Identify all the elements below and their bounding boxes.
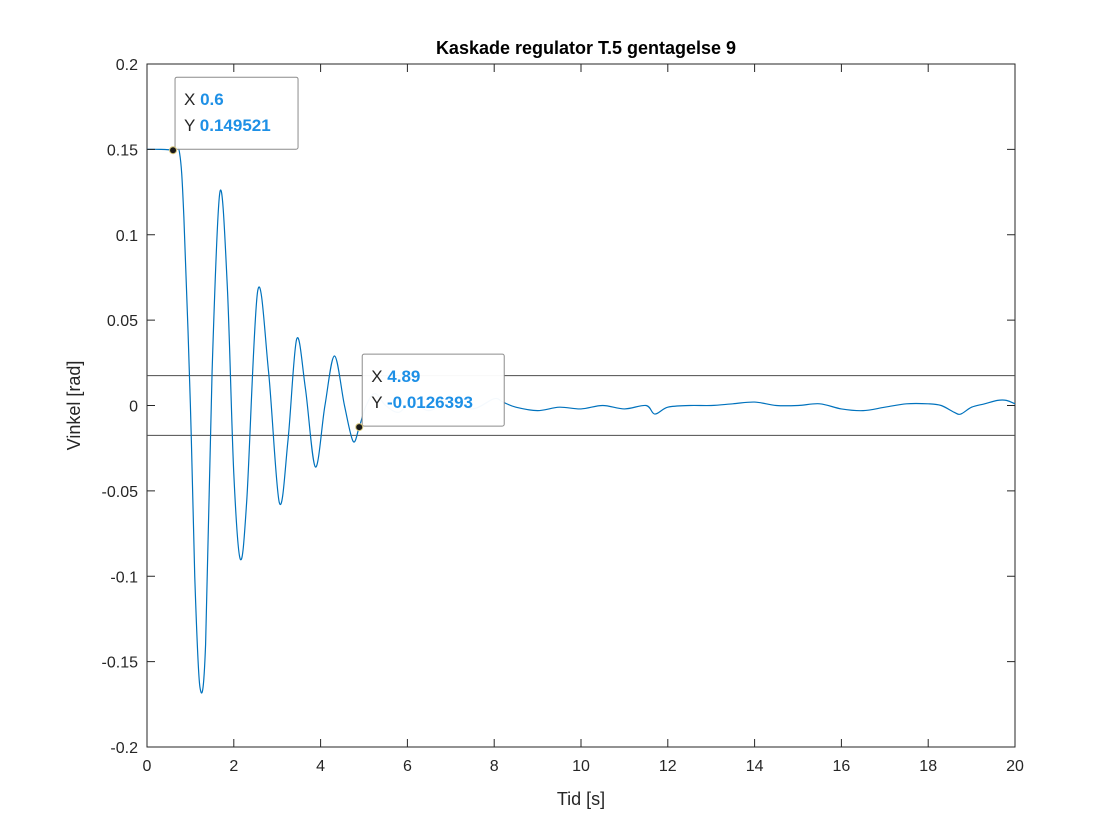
- datatip-y-row: Y -0.0126393: [371, 393, 473, 412]
- y-tick-label: 0: [129, 399, 138, 416]
- datatip-y-value: 0.149521: [200, 116, 271, 135]
- x-tick-label: 6: [403, 758, 412, 775]
- y-tick-label: 0.15: [107, 142, 138, 159]
- x-tick-label: 10: [572, 758, 590, 775]
- reference-lines: [147, 375, 1015, 436]
- y-tick-label: -0.2: [110, 740, 138, 757]
- x-tick-label: 4: [316, 758, 325, 775]
- datatip-x-value: 0.6: [200, 90, 224, 109]
- x-tick-label: 2: [229, 758, 238, 775]
- x-tick-label: 18: [919, 758, 937, 775]
- y-tick-label: -0.15: [102, 655, 139, 672]
- y-tick-label: 0.2: [116, 57, 138, 74]
- datatip-y-value: -0.0126393: [387, 393, 473, 412]
- datatip-x-key: X: [184, 90, 200, 109]
- datatip-2[interactable]: X 4.89Y -0.0126393: [355, 353, 505, 432]
- x-tick-label: 14: [746, 758, 764, 775]
- y-tick-label: 0.1: [116, 228, 138, 245]
- datatip-marker[interactable]: [355, 423, 364, 432]
- x-axis-label: Tid [s]: [557, 789, 605, 809]
- datatip-x-value: 4.89: [387, 367, 420, 386]
- y-axis-ticks: -0.2 -0.15 -0.1 -0.05 0 0.05 0.1 0.15 0.2: [102, 57, 1015, 757]
- y-tick-label: -0.1: [110, 569, 138, 586]
- x-tick-label: 8: [490, 758, 499, 775]
- datatip-y-key: Y: [371, 393, 387, 412]
- y-axis-label: Vinkel [rad]: [64, 361, 84, 451]
- datatip-x-row: X 4.89: [371, 367, 420, 386]
- datatip-y-row: Y 0.149521: [184, 116, 271, 135]
- x-axis-ticks: 0 2 4 6 8 10 12 14 16 18 20: [143, 64, 1024, 775]
- datatip-1[interactable]: X 0.6Y 0.149521: [169, 76, 299, 155]
- datatip-x-row: X 0.6: [184, 90, 224, 109]
- x-tick-label: 0: [143, 758, 152, 775]
- datatip-y-key: Y: [184, 116, 200, 135]
- plot-area: [146, 63, 1016, 748]
- datatip-box: [174, 76, 299, 150]
- x-tick-label: 20: [1006, 758, 1024, 775]
- y-tick-label: -0.05: [102, 484, 139, 501]
- plot-axes: 0 2 4 6 8 10 12 14 16 18 20 -0.2 -0.15 -0.1 -0.05 0 0.0…: [102, 57, 1024, 775]
- datatip-x-key: X: [371, 367, 387, 386]
- x-tick-label: 16: [833, 758, 851, 775]
- y-tick-label: 0.05: [107, 313, 138, 330]
- x-tick-label: 12: [659, 758, 677, 775]
- datatip-box: [361, 353, 505, 427]
- datatip-marker[interactable]: [169, 146, 178, 155]
- chart-title: Kaskade regulator T.5 gentagelse 9: [436, 38, 736, 58]
